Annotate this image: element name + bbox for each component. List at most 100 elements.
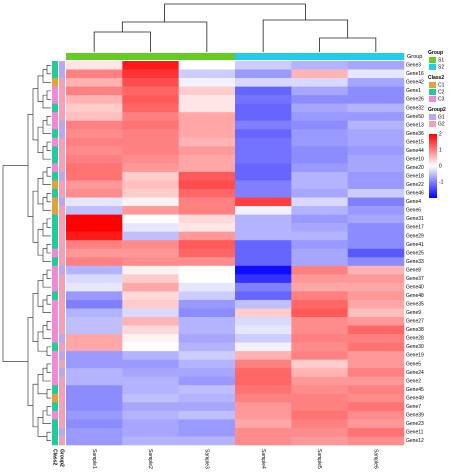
dendrogram-link: [46, 269, 51, 279]
heatmap-cell: [235, 163, 292, 173]
heatmap-cell: [347, 308, 405, 318]
column-label: Sample4: [260, 449, 266, 469]
heatmap-cell: [66, 206, 123, 215]
heatmap-cell: [291, 240, 348, 250]
heatmap-cell: [347, 265, 405, 275]
dendrogram-link: [37, 280, 43, 307]
group2-annotation-cell: [59, 308, 65, 318]
heatmap-cell: [347, 95, 405, 104]
legend-item: C3: [438, 97, 445, 103]
class2-annotation-cell: [52, 197, 58, 207]
heatmap-cell: [178, 214, 236, 224]
group2-annotation-cell: [59, 69, 65, 79]
row-label: Gene36: [406, 131, 424, 137]
heatmap-cell: [122, 257, 179, 267]
heatmap-cell: [347, 334, 405, 343]
row-annotation-label: Class2: [52, 449, 58, 465]
heatmap-cell: [122, 103, 179, 113]
dendrogram-link: [32, 190, 38, 243]
heatmap-cell: [291, 180, 348, 190]
heatmap-cell: [122, 299, 179, 309]
heatmap-cell: [66, 223, 123, 232]
row-label: Gene20: [406, 165, 424, 171]
heatmap-cell: [178, 308, 236, 318]
heatmap-cell: [235, 282, 292, 292]
group2-annotation-cell: [59, 436, 65, 446]
heatmap-cell: [347, 342, 405, 352]
row-label: Gene42: [406, 80, 424, 86]
heatmap-cell: [291, 325, 348, 335]
heatmap-cell: [291, 171, 348, 181]
group2-annotation-cell: [59, 265, 65, 275]
heatmap-cell: [178, 376, 236, 386]
heatmap-cell: [66, 291, 123, 301]
class2-annotation-cell: [52, 61, 58, 70]
heatmap-cell: [347, 351, 405, 360]
heatmap-cell: [235, 410, 292, 420]
row-label: Gene38: [406, 327, 424, 333]
heatmap-cell: [66, 419, 123, 429]
row-label: Gene16: [406, 71, 424, 77]
group2-annotation-cell: [59, 231, 65, 241]
heatmap-cell: [66, 78, 123, 87]
heatmap-cell: [66, 120, 123, 130]
group2-annotation-cell: [59, 317, 65, 326]
class2-annotation-cell: [52, 103, 58, 113]
heatmap-cell: [122, 419, 179, 429]
heatmap-cell: [66, 240, 123, 250]
group2-annotation-cell: [59, 299, 65, 309]
heatmap-cell: [66, 61, 123, 70]
class2-annotation-cell: [52, 325, 58, 335]
heatmap-cell: [347, 197, 405, 207]
heatmap-cell: [291, 78, 348, 87]
heatmap-cell: [235, 78, 292, 87]
group2-annotation-cell: [59, 393, 65, 403]
dendrogram-link: [46, 389, 51, 399]
heatmap-cell: [235, 112, 292, 122]
heatmap-cell: [291, 282, 348, 292]
heatmap-cell: [235, 154, 292, 164]
dendrogram-link: [32, 293, 38, 342]
legend-swatch: [429, 114, 436, 120]
dendrogram-link: [164, 3, 306, 22]
row-label: Gene7: [406, 404, 421, 410]
heatmap-cell: [347, 69, 405, 79]
class2-annotation-cell: [52, 393, 58, 403]
class2-annotation-cell: [52, 129, 58, 139]
column-label: Sample2: [147, 449, 153, 469]
heatmap-cell: [347, 86, 405, 96]
class2-annotation-cell: [52, 419, 58, 429]
class2-annotation-cell: [52, 171, 58, 181]
heatmap-cell: [347, 223, 405, 232]
group-annotation-bar: [66, 53, 405, 60]
row-label: Gene3: [406, 63, 421, 69]
row-label: Gene33: [406, 259, 424, 265]
row-annotation-label: Group2: [59, 449, 65, 467]
class2-annotation-cell: [52, 257, 58, 267]
heatmap-cell: [122, 342, 179, 352]
row-label: Gene6: [406, 208, 421, 214]
heatmap-cell: [66, 257, 123, 267]
row-label: Gene11: [406, 430, 424, 436]
heatmap-cell: [122, 180, 179, 190]
heatmap-cell: [347, 282, 405, 292]
heatmap-cell: [66, 351, 123, 360]
heatmap-cell: [122, 274, 179, 284]
heatmap-cell: [66, 334, 123, 343]
heatmap-cell: [122, 78, 179, 87]
heatmap-cell: [122, 129, 179, 139]
row-dendrogram: [2, 64, 51, 442]
group2-annotation-cell: [59, 137, 65, 147]
dendrogram-link: [93, 31, 151, 52]
class2-annotation-cell: [52, 146, 58, 156]
class2-annotation-cell: [52, 189, 58, 198]
heatmap-cell: [235, 359, 292, 369]
group2-annotation-cell: [59, 163, 65, 173]
heatmap-cell: [291, 163, 348, 173]
class2-annotation-cell: [52, 154, 58, 164]
heatmap-cell: [122, 231, 179, 241]
heatmap-cell: [347, 61, 405, 70]
group2-annotation-cell: [59, 282, 65, 292]
heatmap-cell: [178, 180, 236, 190]
dendrogram-link: [46, 244, 51, 254]
